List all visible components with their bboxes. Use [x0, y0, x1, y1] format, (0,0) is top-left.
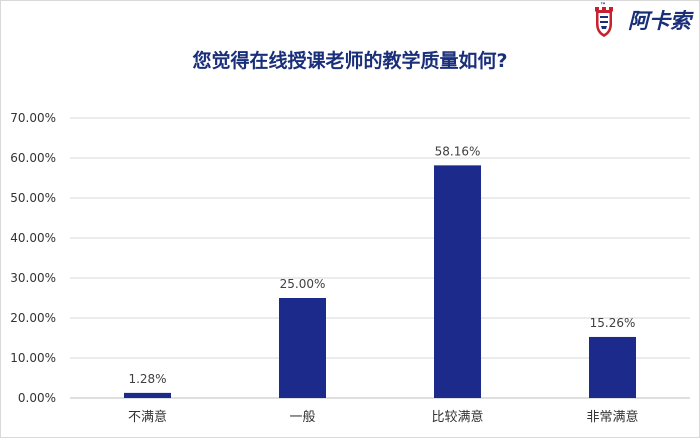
y-tick-label: 20.00%	[10, 311, 56, 325]
y-tick-label: 60.00%	[10, 151, 56, 165]
x-tick-label: 非常满意	[586, 409, 638, 425]
y-tick-label: 40.00%	[10, 231, 56, 245]
y-tick-label: 50.00%	[10, 191, 56, 205]
data-label: 15.26%	[590, 316, 636, 330]
bar	[279, 298, 326, 398]
bar	[434, 165, 481, 398]
y-tick-label: 10.00%	[10, 351, 56, 365]
data-label: 25.00%	[280, 277, 326, 291]
bar	[589, 336, 636, 398]
data-label: 1.28%	[128, 372, 166, 386]
bar	[124, 392, 171, 398]
data-label: 58.16%	[435, 144, 481, 158]
y-tick-label: 70.00%	[10, 111, 56, 125]
x-tick-label: 一般	[289, 409, 315, 425]
x-tick-label: 不满意	[128, 409, 167, 425]
y-tick-label: 30.00%	[10, 271, 56, 285]
brand-name: 阿卡索	[628, 9, 691, 33]
trademark-symbol: ™	[600, 2, 606, 9]
chart-title: 您觉得在线授课老师的教学质量如何?	[192, 50, 508, 72]
x-tick-label: 比较满意	[431, 409, 483, 425]
castle-shield-logo-icon	[595, 7, 613, 37]
y-tick-label: 0.00%	[18, 391, 56, 405]
